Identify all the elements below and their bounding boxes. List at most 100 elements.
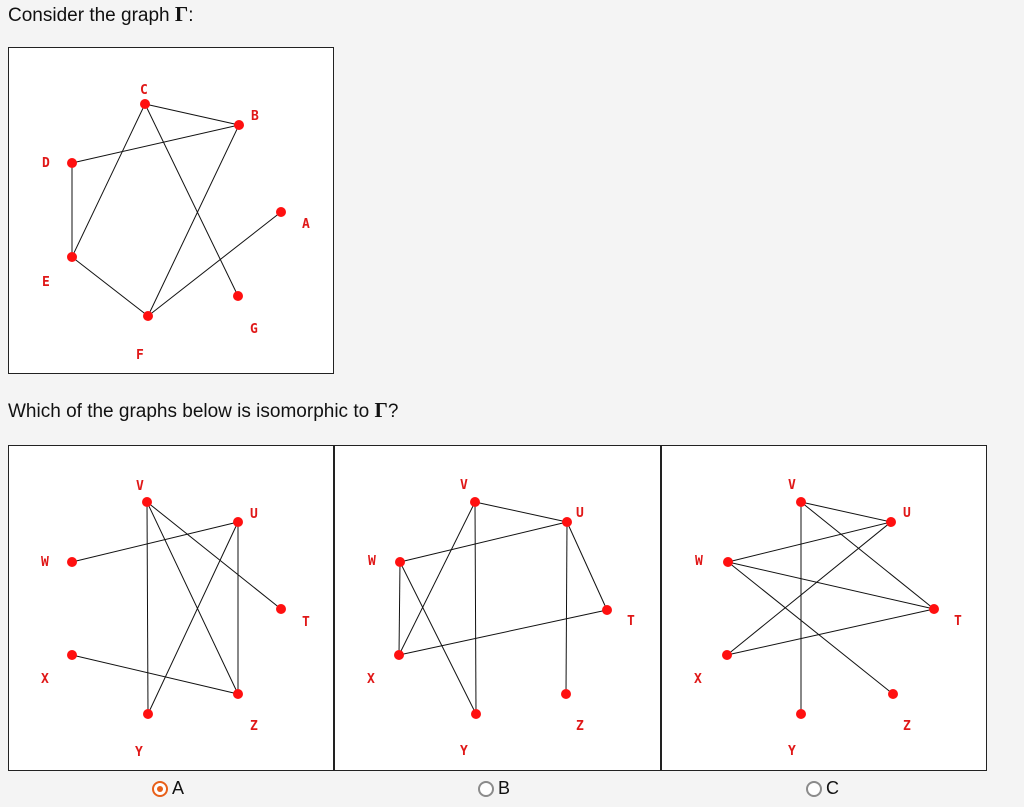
option-b-node-u (562, 517, 572, 527)
main-graph-edge-c-g (144, 103, 239, 297)
option-c-node-t (929, 604, 939, 614)
main-graph-node-label-b: B (251, 109, 259, 124)
option-b-node-z (561, 689, 571, 699)
option-c[interactable]: C (806, 778, 839, 799)
option-c-node-label-w: W (695, 554, 703, 569)
option-a-node-u (233, 517, 243, 527)
option-c-edge-v-t (800, 501, 935, 610)
option-c-node-label-x: X (694, 672, 702, 687)
option-b-node-label-x: X (367, 672, 375, 687)
option-a-node-label-u: U (250, 507, 258, 522)
option-b-node-label-v: V (460, 478, 468, 493)
main-graph-node-label-e: E (42, 275, 50, 290)
option-c-edge-w-t (727, 561, 935, 610)
option-c-node-v (796, 497, 806, 507)
option-c-node-label-y: Y (788, 744, 796, 759)
prompt-text: Consider the graph (8, 5, 170, 26)
option-a[interactable]: A (152, 778, 184, 799)
main-graph-node-g (233, 291, 243, 301)
main-graph-node-label-d: D (42, 156, 50, 171)
option-b-node-t (602, 605, 612, 615)
option-b-edge-v-x (398, 501, 476, 656)
option-a-node-w (67, 557, 77, 567)
option-c-node-label-z: Z (903, 719, 911, 734)
option-a-edge-w-u (71, 521, 239, 563)
option-a-node-x (67, 650, 77, 660)
main-graph-edge-c-b (144, 103, 240, 126)
option-c-graph-svg: V U W T X Z Y (694, 478, 962, 759)
option-a-edge-v-y (146, 501, 149, 715)
option-b-edge-w-y (399, 561, 477, 715)
option-a-edge-u-y (147, 521, 239, 715)
question-suffix: ? (387, 401, 399, 422)
option-b-edge-w-u (399, 521, 568, 563)
main-graph-node-d (67, 158, 77, 168)
main-graph-svg: C B D A E G F (42, 83, 310, 363)
option-b-node-label-t: T (627, 614, 635, 629)
gamma-symbol-2: Γ (374, 398, 388, 422)
option-a-graph-svg: V U W T X Z Y (41, 479, 310, 760)
option-c-label: C (826, 778, 839, 798)
main-graph-edge-f-b (147, 124, 240, 317)
main-graph-edge-d-b (71, 124, 240, 164)
option-c-node-u (886, 517, 896, 527)
option-b-edge-v-y (474, 501, 477, 715)
option-b-edge-u-z (565, 521, 568, 695)
option-b[interactable]: B (478, 778, 510, 799)
option-a-node-label-y: Y (135, 745, 143, 760)
main-graph-edge-f-a (147, 211, 282, 317)
main-graph-node-label-f: F (136, 348, 144, 363)
main-graph-node-f (143, 311, 153, 321)
option-a-node-y (143, 709, 153, 719)
main-graph-node-label-g: G (250, 322, 258, 337)
main-graph-node-label-a: A (302, 217, 310, 232)
option-b-node-x (394, 650, 404, 660)
option-b-node-label-w: W (368, 554, 376, 569)
option-c-edge-w-u (727, 521, 892, 563)
option-a-radio[interactable] (152, 780, 168, 797)
option-a-node-label-x: X (41, 672, 49, 687)
option-b-label: B (498, 778, 511, 798)
option-a-node-t (276, 604, 286, 614)
option-c-node-label-t: T (954, 614, 962, 629)
option-a-edge-v-z (146, 501, 239, 695)
option-b-edge-x-t (398, 609, 608, 656)
option-c-node-y (796, 709, 806, 719)
option-a-node-label-z: Z (250, 719, 258, 734)
option-b-graph-panel[interactable]: V U W T X Z Y (334, 445, 661, 771)
option-a-graph-panel[interactable]: V U W T X Z Y (8, 445, 334, 771)
main-graph-edge-c-e (71, 103, 146, 258)
option-b-edge-w-x (398, 561, 401, 656)
option-a-node-label-w: W (41, 555, 49, 570)
option-a-node-label-t: T (302, 615, 310, 630)
option-a-edge-x-z (71, 654, 239, 695)
prompt-line: Consider the graph Γ: (8, 2, 194, 28)
option-b-graph-svg: V U W T X Z Y (367, 478, 635, 759)
question-text: Which of the graphs below is isomorphic … (8, 401, 370, 422)
option-c-edge-x-t (726, 608, 935, 656)
option-a-edge-v-t (146, 501, 282, 610)
option-c-node-z (888, 689, 898, 699)
option-c-edge-w-z (727, 561, 894, 695)
option-c-radio[interactable] (806, 780, 822, 797)
main-graph-node-e (67, 252, 77, 262)
option-b-edge-u-t (566, 521, 608, 611)
gamma-symbol: Γ (174, 2, 189, 26)
option-a-node-label-v: V (136, 479, 144, 494)
option-a-node-v (142, 497, 152, 507)
main-graph-node-c (140, 99, 150, 109)
option-b-node-label-u: U (576, 506, 584, 521)
main-graph-edge-e-f (71, 256, 149, 317)
option-c-node-label-v: V (788, 478, 796, 493)
option-c-node-x (722, 650, 732, 660)
option-a-label: A (172, 778, 185, 798)
option-a-node-z (233, 689, 243, 699)
option-b-node-label-y: Y (460, 744, 468, 759)
main-graph-panel: C B D A E G F (8, 47, 334, 374)
main-graph-node-b (234, 120, 244, 130)
question-line: Which of the graphs below is isomorphic … (8, 398, 398, 424)
option-c-graph-panel[interactable]: V U W T X Z Y (661, 445, 987, 771)
option-b-edge-v-u (474, 501, 568, 523)
option-b-radio[interactable] (478, 780, 494, 797)
main-graph-node-label-c: C (140, 83, 148, 98)
